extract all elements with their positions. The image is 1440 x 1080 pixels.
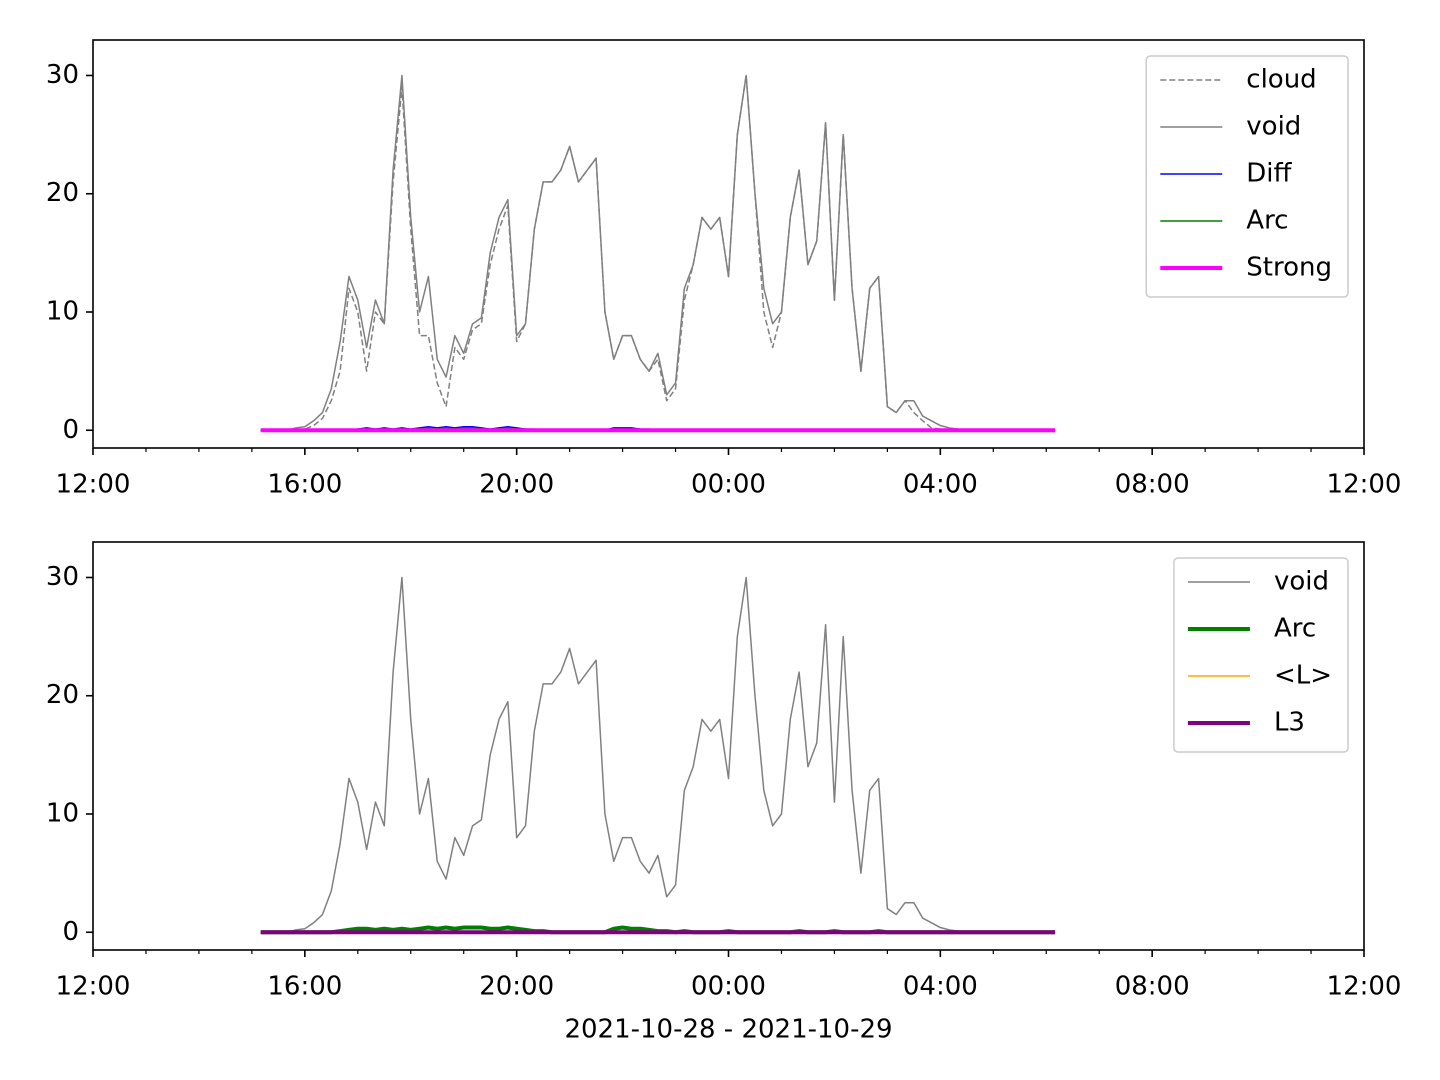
series-line	[260, 74, 1056, 432]
y-tick-label: 30	[46, 562, 79, 592]
axes-frame	[92, 541, 1365, 951]
y-tick-label: 20	[46, 178, 79, 208]
x-tick-label: 20:00	[479, 470, 554, 500]
x-tick-label: 04:00	[903, 470, 978, 500]
x-tick-label: 20:00	[479, 972, 554, 1002]
y-tick-label: 0	[62, 415, 79, 445]
x-tick-label: 00:00	[691, 972, 766, 1002]
y-tick-label: 10	[46, 799, 79, 829]
legend-label: Arc	[1246, 206, 1288, 236]
legend-label: Arc	[1274, 614, 1316, 644]
legend-label: Strong	[1246, 253, 1332, 283]
legend-label: void	[1274, 567, 1329, 597]
x-tick-label: 12:00	[1327, 972, 1402, 1002]
series-line	[260, 576, 1056, 934]
series-line	[260, 74, 1056, 432]
x-tick-label: 16:00	[267, 972, 342, 1002]
legend-label: <L>	[1274, 661, 1332, 691]
legend-box	[1145, 55, 1349, 298]
x-tick-label: 04:00	[903, 972, 978, 1002]
x-tick-label: 12:00	[56, 470, 131, 500]
y-tick-label: 10	[46, 297, 79, 327]
legend-box	[1173, 557, 1349, 753]
x-tick-label: 16:00	[267, 470, 342, 500]
legend-label: Diff	[1246, 159, 1292, 189]
x-tick-label: 00:00	[691, 470, 766, 500]
legend-label: cloud	[1246, 65, 1316, 95]
y-tick-label: 30	[46, 60, 79, 90]
x-tick-label: 08:00	[1115, 470, 1190, 500]
x-axis-label: 2021-10-28 - 2021-10-29	[564, 1015, 892, 1045]
x-tick-label: 12:00	[56, 972, 131, 1002]
axes-frame	[92, 39, 1365, 449]
legend-label: void	[1246, 112, 1301, 142]
x-tick-label: 08:00	[1115, 972, 1190, 1002]
legend-label: L3	[1274, 708, 1305, 738]
x-tick-label: 12:00	[1327, 470, 1402, 500]
legend: cloud void Diff Arc Strong	[1145, 55, 1349, 298]
y-tick-label: 0	[62, 917, 79, 947]
y-tick-label: 20	[46, 680, 79, 710]
legend: void Arc <L> L3	[1173, 557, 1349, 753]
